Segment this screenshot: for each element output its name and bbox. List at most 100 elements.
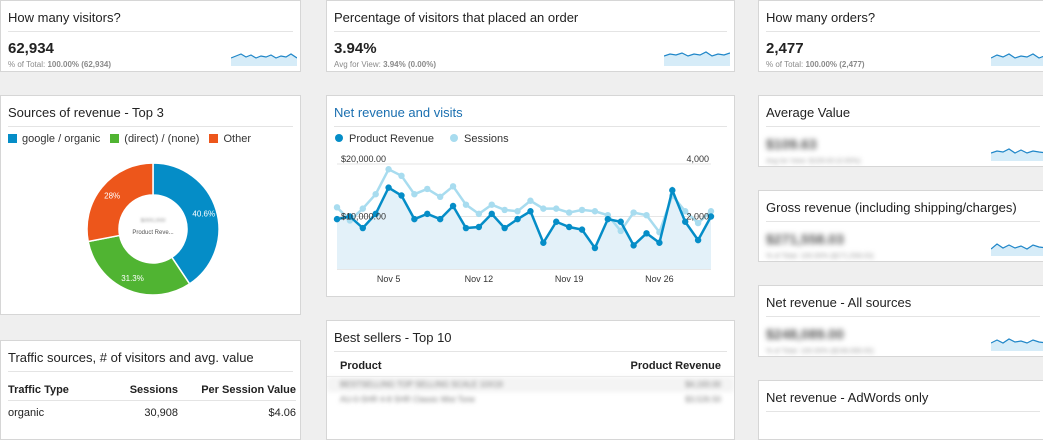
revenue-point[interactable] [385, 184, 392, 191]
traffic-table: Traffic Type Sessions Per Session Value … [8, 380, 296, 419]
visitors-sparkline [231, 53, 297, 66]
sessions-point[interactable] [411, 190, 418, 198]
legend-item[interactable]: Other [209, 133, 251, 145]
sources-legend: google / organic (direct) / (none) Other [1, 127, 300, 145]
revenue-point[interactable] [656, 239, 663, 246]
donut-slice[interactable] [86, 162, 154, 243]
sessions-point[interactable] [630, 209, 637, 216]
revenue-visits-legend: Product Revenue Sessions [327, 127, 734, 145]
legend-item[interactable]: Sessions [450, 133, 509, 145]
sessions-point[interactable] [398, 172, 405, 180]
sessions-point[interactable] [501, 206, 508, 214]
table-header-row: Traffic Type Sessions Per Session Value [8, 380, 296, 401]
average-value-subtext: Avg for View: $109.63 (0.00%) [766, 158, 861, 165]
revenue-point[interactable] [630, 242, 637, 249]
sessions-point[interactable] [553, 205, 560, 212]
revenue-point[interactable] [436, 215, 444, 223]
revenue-point[interactable] [333, 215, 341, 223]
net-revenue-all-sparkline [991, 338, 1043, 351]
conversion-sparkline [664, 51, 730, 66]
column-header[interactable]: Product [340, 360, 382, 372]
sessions-point[interactable] [591, 208, 599, 215]
column-header[interactable]: Sessions [108, 380, 178, 401]
table-cell: $4.06 [268, 407, 296, 419]
revenue-point[interactable] [553, 218, 560, 225]
column-header[interactable]: Per Session Value [178, 380, 296, 401]
visitors-title: How many visitors? [8, 10, 121, 25]
revenue-point[interactable] [359, 224, 366, 232]
revenue-point[interactable] [488, 210, 495, 218]
revenue-point[interactable] [682, 218, 689, 225]
table-cell: $3,526.50 [685, 395, 721, 404]
orders-card: How many orders? 2,477 % of Total: 100.0… [758, 0, 1043, 72]
revenue-point[interactable] [398, 192, 405, 199]
revenue-point[interactable] [604, 215, 612, 223]
sessions-point[interactable] [449, 183, 457, 190]
sessions-point[interactable] [682, 208, 689, 215]
revenue-point[interactable] [346, 213, 354, 220]
sessions-point[interactable] [527, 197, 534, 204]
table-cell: $4,193.00 [685, 380, 721, 389]
sessions-point[interactable] [565, 209, 573, 216]
revenue-point[interactable] [591, 244, 599, 252]
x-tick-label: Nov 12 [465, 274, 494, 284]
donut-slice[interactable] [152, 162, 220, 285]
gross-revenue-subtext: % of Total: 100.00% ($271,558.03) [766, 253, 874, 260]
sessions-point[interactable] [694, 219, 702, 227]
revenue-point[interactable] [643, 230, 650, 237]
sessions-point[interactable] [578, 206, 586, 214]
net-revenue-all-subtext: % of Total: 100.00% ($248,089.00) [766, 348, 874, 355]
revenue-point[interactable] [372, 210, 379, 218]
column-header[interactable]: Traffic Type [8, 380, 108, 401]
legend-item[interactable]: google / organic [8, 133, 100, 145]
revenue-point[interactable] [669, 187, 676, 194]
sessions-point[interactable] [488, 201, 495, 208]
table-row[interactable]: AU-0-SHR 4-8 SHR Classic Mist Tone $3,52… [327, 392, 734, 407]
sessions-point[interactable] [462, 201, 470, 208]
revenue-point[interactable] [462, 224, 470, 232]
table-row[interactable]: BESTSELLING TOP SELLING SCALE 10X19 $4,1… [327, 377, 734, 392]
divider [334, 126, 727, 127]
gross-revenue-value: $271,558.03 [766, 231, 844, 247]
sessions-point[interactable] [436, 193, 444, 201]
revenue-point[interactable] [578, 226, 586, 233]
donut-slice[interactable] [87, 234, 191, 296]
sessions-point[interactable] [359, 205, 366, 212]
sessions-point[interactable] [385, 166, 392, 173]
sessions-point[interactable] [475, 210, 483, 218]
legend-item[interactable]: (direct) / (none) [110, 133, 199, 145]
sessions-point[interactable] [372, 190, 379, 198]
divider [8, 371, 293, 372]
revenue-point[interactable] [707, 213, 715, 220]
donut-center-label: Product Reve... [132, 230, 174, 236]
sessions-point[interactable] [707, 208, 715, 215]
revenue-point[interactable] [527, 208, 534, 215]
sources-donut-chart[interactable]: 40.6% 31.3% 28% $000,000 Product Reve... [81, 159, 225, 299]
sessions-point[interactable] [333, 204, 341, 211]
sessions-point[interactable] [617, 227, 624, 235]
sessions-point[interactable] [643, 211, 650, 219]
revenue-point[interactable] [449, 202, 457, 210]
revenue-point[interactable] [565, 223, 573, 231]
sessions-point[interactable] [514, 208, 521, 215]
revenue-point[interactable] [540, 239, 547, 246]
conversion-subtext: Avg for View: 3.94% (0.00%) [334, 60, 436, 69]
revenue-point[interactable] [501, 224, 508, 232]
table-row[interactable]: organic 30,908 $4.06 [8, 401, 296, 419]
net-revenue-adwords-card: Net revenue - AdWords only [758, 380, 1043, 440]
revenue-visits-line-chart[interactable]: $20,000.00 $10,000.00 4,000 2,000 Nov 5 Nov 1… [327, 154, 735, 292]
legend-swatch [8, 134, 17, 143]
sessions-point[interactable] [424, 185, 431, 193]
column-header[interactable]: Product Revenue [630, 360, 721, 372]
revenue-point[interactable] [694, 236, 702, 244]
revenue-point[interactable] [514, 215, 521, 223]
table-cell: 30,908 [144, 407, 178, 419]
legend-item[interactable]: Product Revenue [335, 133, 434, 145]
sessions-point[interactable] [540, 205, 547, 212]
gross-revenue-card: Gross revenue (including shipping/charge… [758, 190, 1043, 262]
slice-label: 40.6% [192, 210, 215, 219]
revenue-point[interactable] [475, 223, 483, 231]
revenue-point[interactable] [617, 218, 624, 225]
revenue-point[interactable] [424, 210, 431, 218]
revenue-point[interactable] [411, 215, 418, 223]
